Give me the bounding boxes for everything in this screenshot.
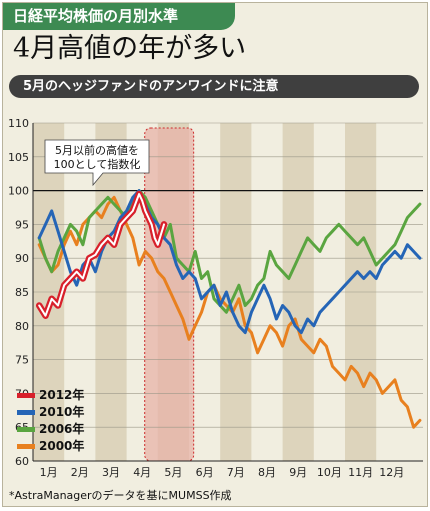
x-tick-label: 6月 [196,466,214,479]
legend-label: 2012年 [39,387,84,402]
x-tick-label: 12月 [379,466,404,479]
legend-label: 2000年 [39,438,84,453]
legend-swatch [17,393,35,398]
y-tick-label: 85 [15,286,29,299]
headline: 4月高値の年が多い [13,33,247,64]
legend: 2012年 2010年 2006年 2000年 [17,387,84,453]
legend-label: 2010年 [39,404,84,419]
x-tick-label: 9月 [289,466,307,479]
x-tick-label: 10月 [317,466,342,479]
may-highlight [144,127,195,462]
legend-swatch [17,427,35,432]
y-tick-label: 60 [15,455,29,468]
x-tick-label: 7月 [227,466,245,479]
legend-swatch [17,410,35,415]
line-chart: 60657075808590951001051101月2月3月4月5月6月7月8… [8,117,423,479]
y-tick-label: 110 [8,117,29,130]
legend-swatch [17,444,35,449]
x-tick-label: 2月 [71,466,89,479]
annotation-line: 5月以前の高値を [55,143,139,157]
y-tick-label: 80 [15,320,29,333]
x-tick-label: 4月 [133,466,151,479]
annotation-line: 100として指数化 [54,157,141,171]
source-note: *AstraManagerのデータを基にMUMSS作成 [9,489,232,502]
annotation-box [44,139,150,187]
y-tick-label: 105 [8,151,29,164]
x-tick-label: 1月 [40,466,58,479]
y-tick-label: 75 [15,354,29,367]
x-tick-label: 3月 [102,466,120,479]
x-tick-label: 8月 [258,466,276,479]
series-line-inner [38,193,165,317]
category-tag: 日経平均株価の月別水準 [3,3,235,30]
x-tick-label: 11月 [348,466,373,479]
y-tick-label: 95 [15,218,29,231]
y-tick-label: 90 [15,252,29,265]
may-highlight-box [144,127,195,462]
y-tick-label: 100 [8,185,29,198]
x-tick-label: 5月 [164,466,182,479]
chart-panel: 日経平均株価の月別水準 4月高値の年が多い 5月のヘッジファンドのアンワインドに… [2,2,428,507]
legend-label: 2006年 [39,421,84,436]
subheading-bar: 5月のヘッジファンドのアンワインドに注意 [9,75,419,98]
series-lines [35,189,422,429]
